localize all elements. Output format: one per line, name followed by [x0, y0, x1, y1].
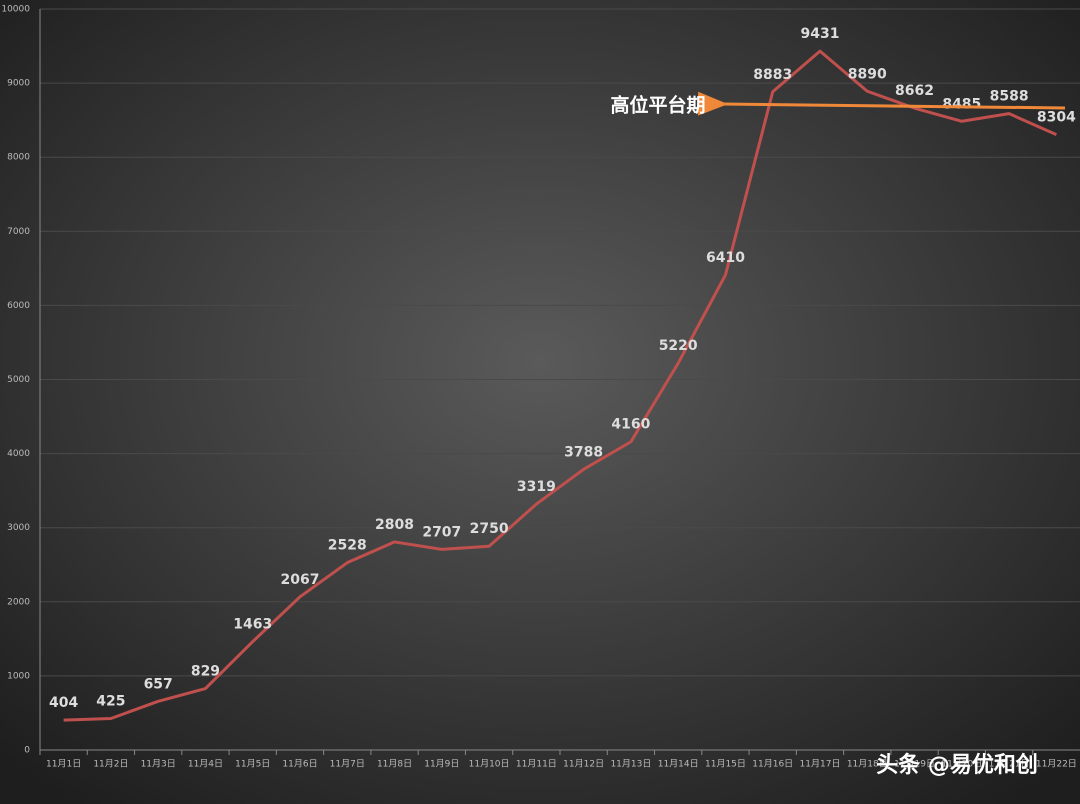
data-label: 2528	[328, 538, 367, 554]
y-tick-label: 3000	[7, 523, 30, 533]
data-label: 8485	[942, 96, 981, 112]
data-label: 9431	[801, 26, 840, 42]
y-tick-label: 10000	[1, 5, 30, 15]
data-label: 404	[49, 695, 78, 711]
x-tick-label: 11月18日	[847, 759, 888, 770]
data-label: 657	[144, 676, 173, 692]
y-tick-label: 1000	[7, 671, 30, 681]
data-label: 5220	[659, 338, 698, 354]
y-tick-label: 2000	[7, 597, 30, 607]
data-label: 8304	[1037, 110, 1076, 126]
y-tick-label: 9000	[7, 79, 30, 89]
x-tick-label: 11月21日	[989, 759, 1030, 770]
data-label: 829	[191, 664, 220, 680]
x-tick-label: 11月17日	[800, 759, 841, 770]
data-label: 8588	[990, 89, 1029, 105]
x-tick-label: 11月22日	[1036, 759, 1077, 770]
x-tick-label: 11月1日	[46, 759, 81, 770]
data-label: 425	[96, 694, 125, 710]
data-label: 4160	[611, 417, 650, 433]
x-tick-label: 11月6日	[282, 759, 317, 770]
y-tick-label: 5000	[7, 375, 30, 385]
x-tick-label: 11月11日	[516, 759, 557, 770]
watermark: 头条 @易优和创	[876, 752, 1038, 778]
data-label: 2707	[422, 524, 461, 540]
data-label: 3788	[564, 444, 603, 460]
data-label: 2067	[281, 572, 320, 588]
annotation: 高位平台期	[610, 94, 705, 117]
data-label: 8662	[895, 83, 934, 99]
x-tick-label: 11月13日	[610, 759, 651, 770]
y-tick-label: 4000	[7, 449, 30, 459]
y-tick-label: 7000	[7, 227, 30, 237]
x-tick-label: 11月8日	[377, 759, 412, 770]
annotation-arrow	[697, 91, 1066, 116]
x-tick-label: 11月14日	[658, 759, 699, 770]
data-label: 6410	[706, 250, 745, 266]
x-tick-label: 11月2日	[93, 759, 128, 770]
y-tick-label: 6000	[7, 301, 30, 311]
y-tick-label: 8000	[7, 153, 30, 163]
data-label: 2750	[470, 521, 509, 537]
x-tick-label: 11月9日	[424, 759, 459, 770]
data-line	[63, 49, 1057, 722]
x-tick-label: 11月7日	[330, 759, 365, 770]
x-tick-label: 11月3日	[141, 759, 176, 770]
x-tick-label: 11月4日	[188, 759, 223, 770]
data-label: 8883	[753, 67, 792, 83]
x-tick-label: 11月15日	[705, 759, 746, 770]
data-label: 3319	[517, 479, 556, 495]
x-tick-label: 11月16日	[752, 759, 793, 770]
x-tick-label: 11月5日	[235, 759, 270, 770]
x-tick-label: 11月19日	[894, 759, 935, 770]
x-tick-label: 11月12日	[563, 759, 604, 770]
y-tick-label: 0	[24, 746, 30, 756]
data-label: 1463	[233, 617, 272, 633]
x-tick-label: 11月10日	[469, 759, 510, 770]
data-label: 2808	[375, 517, 414, 533]
data-label: 8890	[848, 66, 887, 82]
x-tick-label: 11月20日	[941, 759, 982, 770]
